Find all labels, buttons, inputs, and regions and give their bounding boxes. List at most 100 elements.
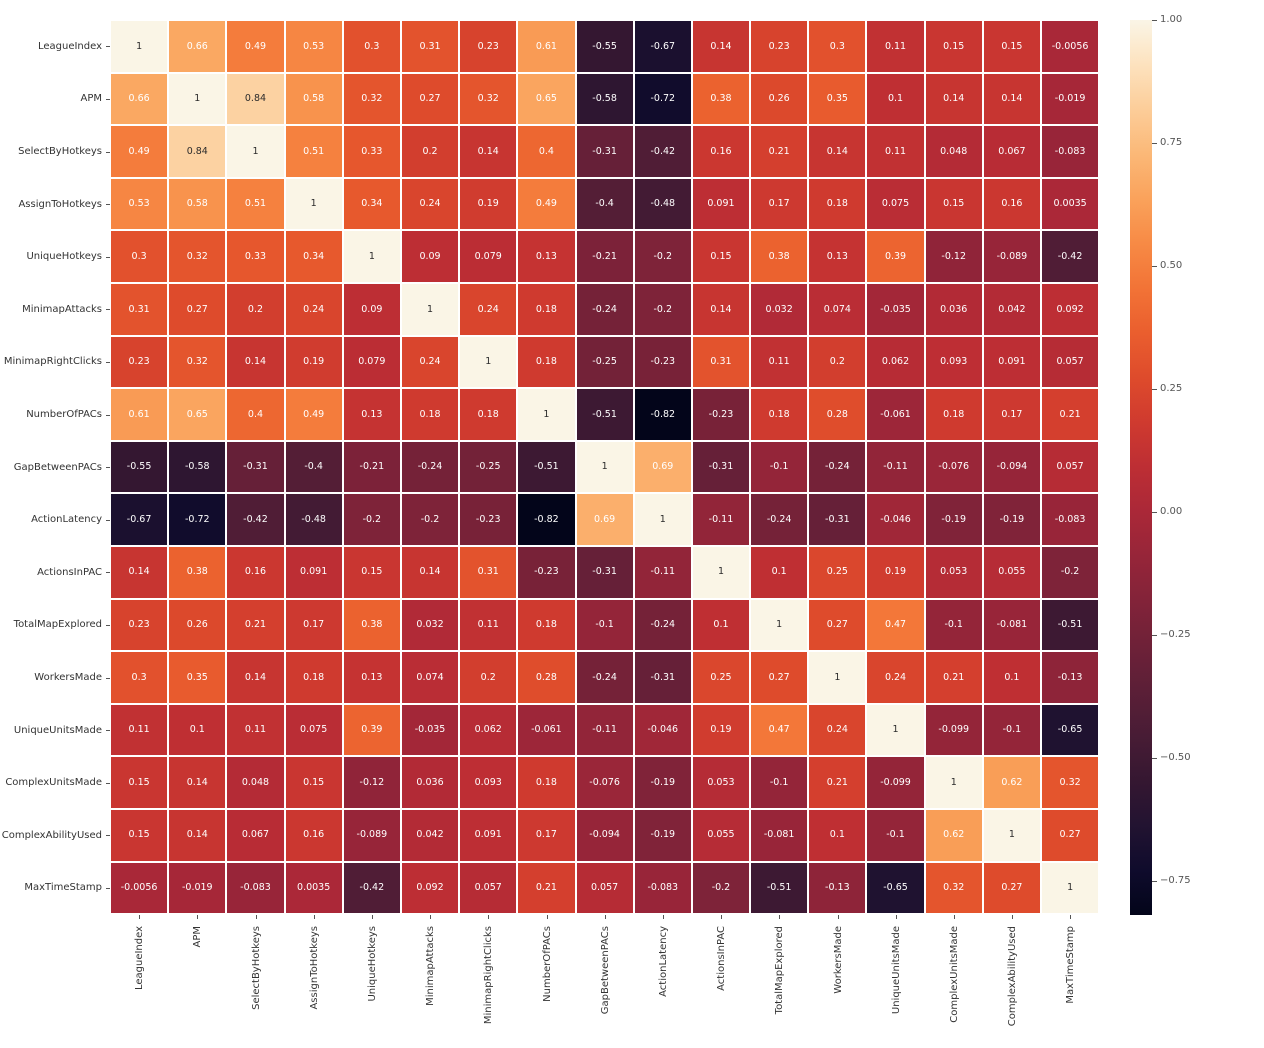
heatmap-cell: -0.019 <box>1041 73 1099 126</box>
y-tick-label: ActionsInPAC <box>0 546 102 599</box>
colorbar-tick-mark <box>1152 881 1157 882</box>
x-tick-mark <box>663 915 664 919</box>
heatmap-cell: 1 <box>168 73 226 126</box>
heatmap-cell: -0.083 <box>1041 125 1099 178</box>
y-tick-mark <box>106 99 110 100</box>
heatmap-cell: 0.23 <box>110 336 168 389</box>
colorbar-tick-label: 0.50 <box>1160 260 1182 271</box>
heatmap-cell: 0.27 <box>750 651 808 704</box>
heatmap-cell: -0.21 <box>576 230 634 283</box>
heatmap-cell: 1 <box>226 125 284 178</box>
y-tick-label: ComplexUnitsMade <box>0 756 102 809</box>
colorbar-tick-label: 0.25 <box>1160 383 1182 394</box>
heatmap-cell: 0.075 <box>866 178 924 231</box>
heatmap-cell: 0.17 <box>285 599 343 652</box>
heatmap-cell: 0.21 <box>226 599 284 652</box>
heatmap-cell: 0.074 <box>401 651 459 704</box>
heatmap-cell: -0.51 <box>517 441 575 494</box>
x-tick-mark <box>838 915 839 919</box>
heatmap-cell: 0.2 <box>459 651 517 704</box>
heatmap-cell: 0.16 <box>285 809 343 862</box>
heatmap-cell: 0.2 <box>808 336 866 389</box>
heatmap-cell: 0.1 <box>168 704 226 757</box>
heatmap-cell: 0.4 <box>517 125 575 178</box>
heatmap-cell: -0.24 <box>750 493 808 546</box>
heatmap-cell: 0.057 <box>576 862 634 915</box>
heatmap-cell: 0.3 <box>110 230 168 283</box>
heatmap-cell: 0.14 <box>226 336 284 389</box>
heatmap-cell: 0.18 <box>285 651 343 704</box>
heatmap-row: 0.110.10.110.0750.39-0.0350.062-0.061-0.… <box>110 704 1100 757</box>
heatmap-cell: 0.27 <box>983 862 1041 915</box>
heatmap-cell: 0.66 <box>168 20 226 73</box>
heatmap-cell: -0.094 <box>576 809 634 862</box>
heatmap-cell: -0.23 <box>692 388 750 441</box>
heatmap-cell: -0.0056 <box>110 862 168 915</box>
heatmap-cell: 1 <box>692 546 750 599</box>
heatmap-cell: 0.24 <box>459 283 517 336</box>
x-tick-label: NumberOfPACs <box>542 926 553 1002</box>
heatmap-cell: 0.21 <box>925 651 983 704</box>
heatmap-cell: 0.036 <box>401 756 459 809</box>
heatmap-cell: 0.0035 <box>1041 178 1099 231</box>
heatmap-cell: 0.51 <box>285 125 343 178</box>
heatmap-cell: -0.083 <box>634 862 692 915</box>
heatmap-cell: -0.094 <box>983 441 1041 494</box>
heatmap-cell: -0.2 <box>343 493 401 546</box>
heatmap-cell: -0.046 <box>866 493 924 546</box>
x-tick-label: TotalMapExplored <box>774 926 785 1014</box>
x-tick-label: MinimapAttacks <box>425 926 436 1006</box>
heatmap-cell: -0.2 <box>634 283 692 336</box>
y-tick-mark <box>106 625 110 626</box>
heatmap-cell: -0.076 <box>925 441 983 494</box>
heatmap-cell: -0.67 <box>110 493 168 546</box>
heatmap-cell: 0.13 <box>808 230 866 283</box>
heatmap-cell: 1 <box>1041 862 1099 915</box>
heatmap-cell: -0.2 <box>692 862 750 915</box>
heatmap-cell: 0.14 <box>168 809 226 862</box>
heatmap-cell: 0.053 <box>692 756 750 809</box>
x-tick-label: AssignToHotkeys <box>309 926 320 1010</box>
heatmap-row: 0.140.380.160.0910.150.140.31-0.23-0.31-… <box>110 546 1100 599</box>
heatmap-cell: 0.14 <box>110 546 168 599</box>
y-tick-mark <box>106 835 110 836</box>
heatmap-cell: -0.58 <box>576 73 634 126</box>
heatmap-cell: 0.092 <box>1041 283 1099 336</box>
heatmap-cell: 0.042 <box>983 283 1041 336</box>
heatmap-cell: 1 <box>285 178 343 231</box>
heatmap-cell: -0.31 <box>808 493 866 546</box>
heatmap-cell: 0.26 <box>168 599 226 652</box>
x-tick-mark <box>605 915 606 919</box>
heatmap-cell: -0.2 <box>1041 546 1099 599</box>
heatmap-cell: 0.39 <box>866 230 924 283</box>
heatmap-cell: -0.48 <box>634 178 692 231</box>
heatmap-cell: 0.17 <box>517 809 575 862</box>
y-tick-label: GapBetweenPACs <box>0 441 102 494</box>
heatmap-cell: -0.19 <box>983 493 1041 546</box>
y-tick-label: SelectByHotkeys <box>0 125 102 178</box>
heatmap-cell: 0.032 <box>401 599 459 652</box>
y-tick-label: UniqueUnitsMade <box>0 704 102 757</box>
y-tick-mark <box>106 730 110 731</box>
heatmap-row: 0.6610.840.580.320.270.320.65-0.58-0.720… <box>110 73 1100 126</box>
heatmap-cell: 0.15 <box>925 178 983 231</box>
heatmap-cell: -0.65 <box>866 862 924 915</box>
heatmap-cell: 0.65 <box>517 73 575 126</box>
heatmap-cell: 0.2 <box>401 125 459 178</box>
heatmap-cell: -0.65 <box>1041 704 1099 757</box>
heatmap-cell: 1 <box>459 336 517 389</box>
heatmap-cell: -0.089 <box>983 230 1041 283</box>
heatmap-cell: 0.35 <box>168 651 226 704</box>
y-tick-label: MinimapAttacks <box>0 283 102 336</box>
heatmap-cell: 0.11 <box>110 704 168 757</box>
heatmap-cell: 0.1 <box>983 651 1041 704</box>
heatmap-cell: 0.15 <box>925 20 983 73</box>
x-tick-mark <box>721 915 722 919</box>
heatmap-cell: 0.39 <box>343 704 401 757</box>
x-tick-mark <box>779 915 780 919</box>
x-tick-label: ComplexUnitsMade <box>949 926 960 1023</box>
heatmap-cell: -0.099 <box>925 704 983 757</box>
heatmap-cell: 0.61 <box>110 388 168 441</box>
heatmap-cell: -0.1 <box>750 756 808 809</box>
x-tick-label: LeagueIndex <box>134 926 145 990</box>
